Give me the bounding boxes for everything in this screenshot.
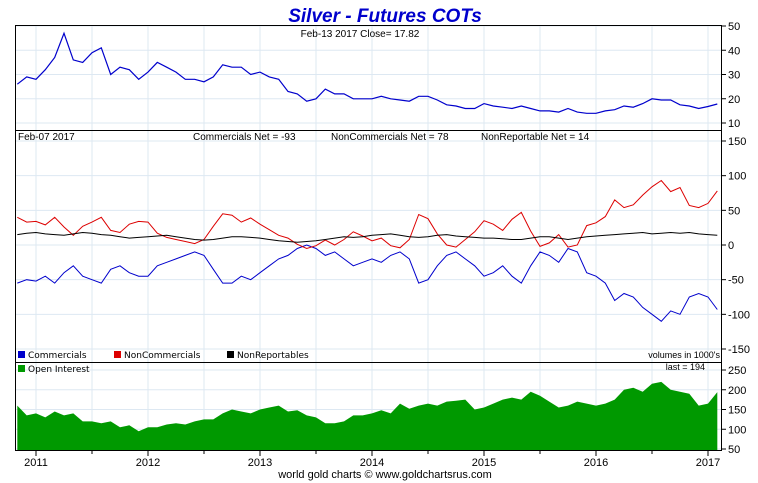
y-tick-label: 100 [728,424,746,436]
legend-swatch-noncommercials [114,351,121,358]
y-tick-label: 50 [728,444,740,456]
legend-swatch-nonreportables [227,351,234,358]
y-tick-label: 40 [728,45,740,57]
legend-nonreportables: NonReportables [237,351,309,361]
open-interest-area [17,381,718,450]
legend-noncommercials: NonCommercials [124,351,201,361]
footer-credit: world gold charts © www.goldchartsrus.co… [277,469,492,481]
legend-open-interest: Open Interest [28,365,90,375]
legend-swatch-open-interest [18,365,25,372]
legend-commercials: Commercials [28,351,87,361]
chart-title: Silver - Futures COTs [288,6,482,27]
price-annotation: Feb-13 2017 Close= 17.82 [301,29,420,40]
volumes-note: volumes in 1000's [648,350,720,360]
x-tick-label: 2016 [584,457,608,469]
y-tick-label: 0 [728,240,734,252]
cot-date: Feb-07 2017 [18,132,75,143]
x-tick-label: 2015 [472,457,496,469]
plot-frame [15,25,722,451]
y-tick-label: 20 [728,94,740,106]
noncommercials-line [17,179,718,250]
oi-last: last = 194 [666,362,705,372]
y-tick-label: 250 [728,365,746,377]
nonreportable-net: NonReportable Net = 14 [481,132,590,143]
y-tick-label: -50 [728,275,744,287]
x-tick-label: 2011 [24,457,48,469]
x-tick-label: 2014 [360,457,384,469]
y-tick-label: 100 [728,171,746,183]
y-tick-label: 150 [728,136,746,148]
y-tick-label: 10 [728,118,740,130]
legend-swatch-commercials [18,351,25,358]
y-tick-label: 50 [728,205,740,217]
y-tick-label: 150 [728,405,746,417]
commercials-net: Commercials Net = -93 [193,132,296,143]
nonreportables-line [17,231,718,243]
commercials-line [17,244,718,322]
y-tick-label: 50 [728,21,740,33]
price-line [16,31,718,114]
y-tick-label: 200 [728,385,746,397]
noncommercials-net: NonCommercials Net = 78 [331,132,449,143]
y-tick-label: -100 [728,309,750,321]
x-tick-label: 2013 [248,457,272,469]
x-tick-label: 2017 [696,457,720,469]
y-tick-label: -150 [728,344,750,356]
y-tick-label: 30 [728,70,740,82]
x-tick-label: 2012 [136,457,160,469]
